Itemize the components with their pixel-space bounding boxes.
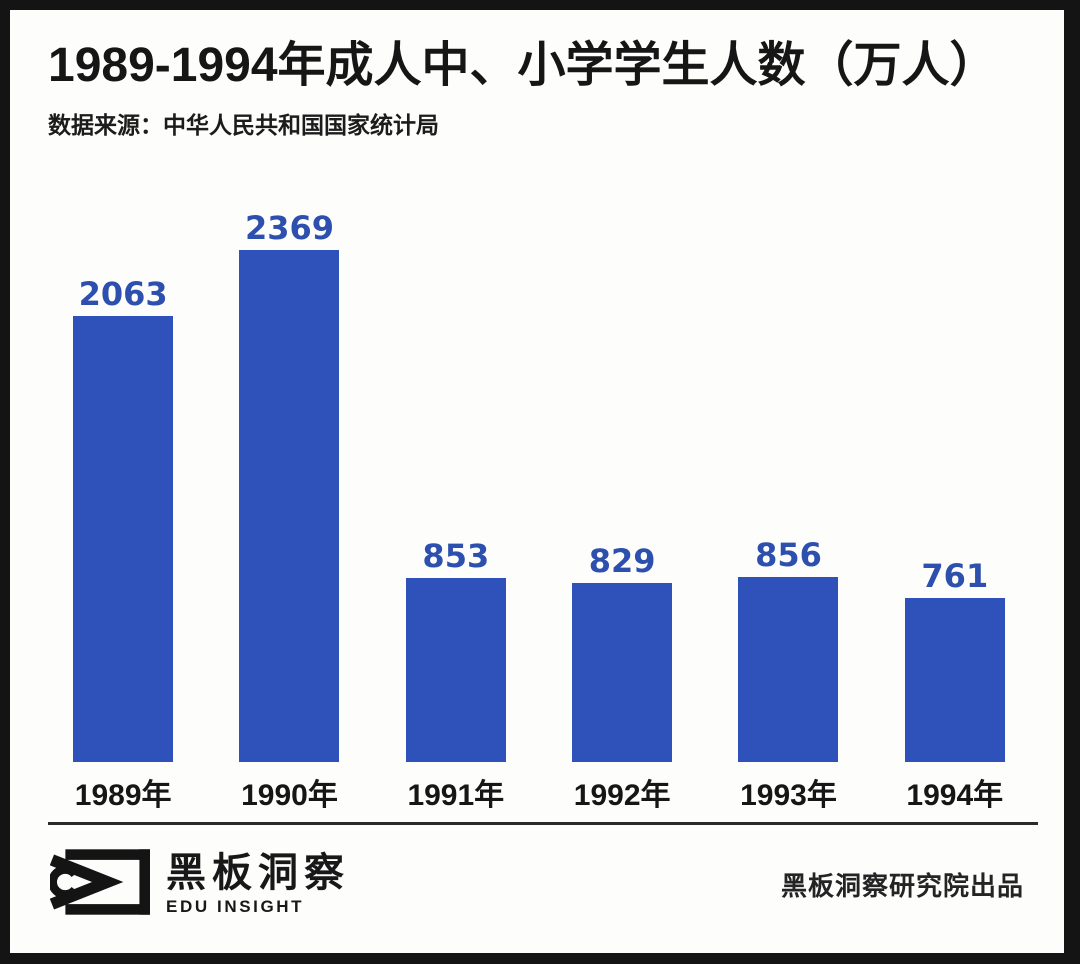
- bar-column: 853 1991年: [373, 206, 539, 812]
- footer-divider: [48, 822, 1038, 825]
- x-tick-label: 1989年: [74, 779, 172, 812]
- x-tick-label: 1992年: [573, 779, 671, 812]
- bar-value-label: 829: [588, 542, 656, 580]
- bar-column: 2063 1989年: [40, 206, 206, 812]
- bar: [904, 598, 1005, 762]
- bar: [239, 250, 340, 762]
- x-tick-label: 1993年: [740, 779, 837, 812]
- bar-column: 829 1992年: [539, 206, 705, 812]
- chart-title: 1989-1994年成人中、小学学生人数（万人）: [48, 39, 998, 92]
- footer: 黑板洞察 EDU INSIGHT 黑板洞察研究院出品: [10, 849, 1064, 920]
- bar-column: 761 1994年: [872, 206, 1038, 812]
- bar-column: 856 1993年: [705, 206, 871, 812]
- eye-chalkboard-logo-icon: [48, 849, 150, 920]
- x-tick-label: 1994年: [906, 779, 1004, 812]
- x-tick-label: 1991年: [407, 779, 505, 812]
- chart-header: 1989-1994年成人中、小学学生人数（万人） 数据来源：中华人民共和国国家统…: [10, 10, 1064, 140]
- bar-value-label: 853: [422, 537, 490, 575]
- bar: [572, 583, 673, 762]
- bar-chart: 2063 1989年 2369 1990年 853 1991年 829 1992…: [40, 206, 1038, 812]
- credit-label: 黑板洞察研究院出品: [780, 871, 1024, 901]
- brand-text: 黑板洞察 EDU INSIGHT: [166, 852, 350, 917]
- x-tick-label: 1990年: [241, 779, 338, 812]
- bar-value-label: 2369: [244, 209, 335, 247]
- bar: [73, 316, 174, 762]
- bar: [738, 577, 839, 762]
- brand-logo: 黑板洞察 EDU INSIGHT: [48, 849, 350, 920]
- brand-name-cn: 黑板洞察: [166, 851, 350, 895]
- bar: [405, 578, 506, 762]
- bar-column: 2369 1990年: [206, 206, 372, 812]
- bar-value-label: 856: [755, 536, 822, 574]
- bar-value-label: 761: [921, 557, 989, 595]
- data-source-label: 数据来源：中华人民共和国国家统计局: [48, 112, 439, 138]
- brand-name-en: EDU INSIGHT: [166, 897, 305, 916]
- poster-canvas: 1989-1994年成人中、小学学生人数（万人） 数据来源：中华人民共和国国家统…: [10, 10, 1064, 953]
- bar-value-label: 2063: [78, 275, 168, 313]
